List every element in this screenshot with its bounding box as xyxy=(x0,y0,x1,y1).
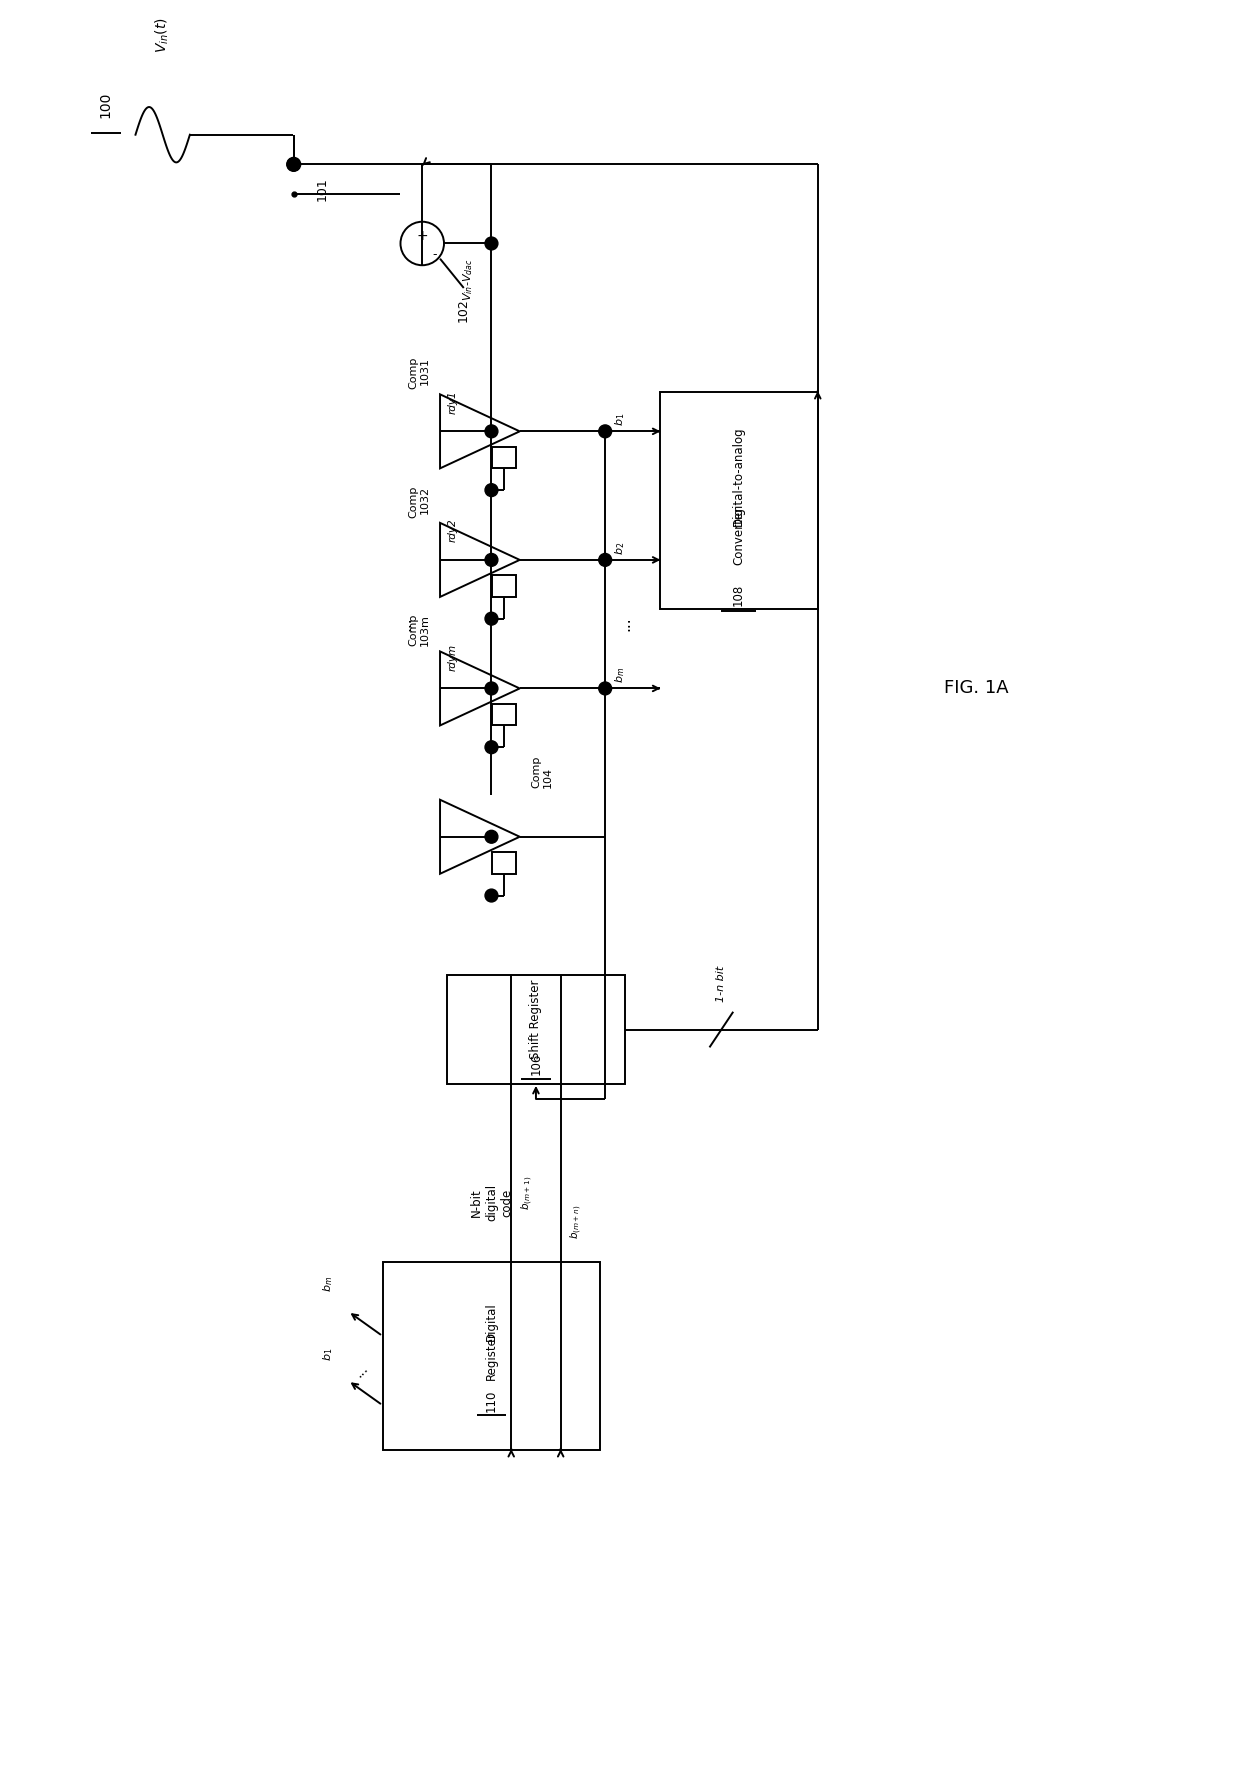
Text: 100: 100 xyxy=(99,91,113,118)
Text: ...: ... xyxy=(398,617,413,632)
FancyBboxPatch shape xyxy=(383,1261,600,1450)
Circle shape xyxy=(288,159,300,171)
Text: ...: ... xyxy=(351,1361,371,1381)
Text: Comp
1031: Comp 1031 xyxy=(408,357,430,389)
Circle shape xyxy=(485,483,498,496)
Text: Register: Register xyxy=(485,1331,498,1381)
Text: Converter: Converter xyxy=(732,505,745,566)
Circle shape xyxy=(485,740,498,753)
Text: -: - xyxy=(432,248,436,260)
Circle shape xyxy=(485,237,498,250)
Text: 106: 106 xyxy=(529,1053,542,1076)
Text: $b_1$: $b_1$ xyxy=(613,414,627,426)
Circle shape xyxy=(286,157,300,171)
Circle shape xyxy=(599,681,611,694)
Text: $b_{(m+1)}$: $b_{(m+1)}$ xyxy=(520,1176,534,1210)
Text: rdy2: rdy2 xyxy=(448,519,458,542)
FancyBboxPatch shape xyxy=(492,574,516,598)
Circle shape xyxy=(485,888,498,903)
Text: +: + xyxy=(417,228,428,243)
FancyBboxPatch shape xyxy=(492,703,516,726)
Text: $b_1$: $b_1$ xyxy=(321,1347,335,1361)
Text: Comp
1032: Comp 1032 xyxy=(408,485,430,517)
FancyBboxPatch shape xyxy=(492,853,516,874)
FancyBboxPatch shape xyxy=(492,446,516,469)
Circle shape xyxy=(485,681,498,694)
Text: rdy1: rdy1 xyxy=(448,391,458,414)
Text: FIG. 1A: FIG. 1A xyxy=(944,680,1008,698)
Text: N-bit
digital
code: N-bit digital code xyxy=(470,1185,513,1222)
Text: 102: 102 xyxy=(456,298,470,321)
Circle shape xyxy=(485,830,498,844)
Text: 108: 108 xyxy=(732,583,745,605)
Text: $b_m$: $b_m$ xyxy=(613,667,627,683)
Circle shape xyxy=(599,553,611,566)
Text: $b_m$: $b_m$ xyxy=(321,1276,335,1292)
Circle shape xyxy=(485,425,498,437)
Text: $V_{in}(t)$: $V_{in}(t)$ xyxy=(154,16,171,54)
Text: $b_{(m+n)}$: $b_{(m+n)}$ xyxy=(569,1206,584,1240)
Text: 1-n bit: 1-n bit xyxy=(717,965,727,1003)
Text: Comp
103m: Comp 103m xyxy=(408,614,430,646)
Text: $b_2$: $b_2$ xyxy=(613,542,627,555)
Text: Digital-to-analog: Digital-to-analog xyxy=(732,426,745,526)
Text: Digital: Digital xyxy=(485,1302,498,1340)
Text: Comp
104: Comp 104 xyxy=(532,755,553,789)
Circle shape xyxy=(485,612,498,624)
Text: rdym: rdym xyxy=(448,644,458,671)
Text: Shift Register: Shift Register xyxy=(529,979,542,1060)
Circle shape xyxy=(485,553,498,566)
Text: 101: 101 xyxy=(315,177,329,202)
Text: ...: ... xyxy=(618,617,632,632)
Circle shape xyxy=(599,425,611,437)
Text: $V_{in}$-$V_{dac}$: $V_{in}$-$V_{dac}$ xyxy=(461,259,475,301)
Text: 110: 110 xyxy=(485,1390,498,1411)
FancyBboxPatch shape xyxy=(660,392,817,610)
FancyBboxPatch shape xyxy=(446,976,625,1085)
